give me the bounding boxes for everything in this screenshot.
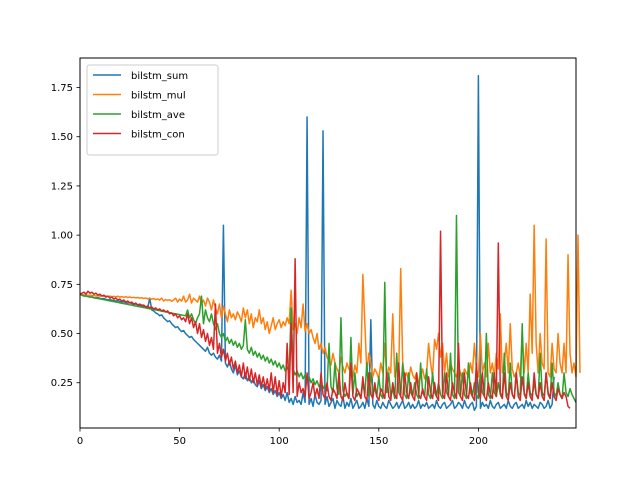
x-tick-label: 100 [270,436,289,447]
x-tick-label: 0 [77,436,83,447]
y-tick-label: 1.50 [51,132,73,143]
y-tick-label: 0.25 [51,378,73,389]
y-axis: 0.25 0.50 0.75 1.00 1.25 1.50 1.75 [51,83,80,389]
y-tick-label: 1.00 [51,231,73,242]
legend-label-bilstm_mul: bilstm_mul [131,90,186,101]
x-tick-label: 150 [369,436,388,447]
y-tick-label: 0.50 [51,329,73,340]
x-axis: 0 50 100 150 200 [77,428,488,447]
y-tick-label: 1.75 [51,83,73,94]
legend: bilstm_sum bilstm_mul bilstm_ave bilstm_con [86,64,219,156]
series-line-bilstm_con [79,230,571,409]
x-tick-label: 50 [173,436,186,447]
series-line-bilstm_sum [79,74,555,412]
x-tick-label: 200 [469,436,488,447]
y-tick-label: 1.25 [51,181,73,192]
legend-box [86,64,219,156]
legend-label-bilstm_ave: bilstm_ave [131,110,185,121]
legend-label-bilstm_sum: bilstm_sum [131,71,188,82]
y-tick-label: 0.75 [51,280,73,291]
plot-frame [79,57,577,429]
legend-label-bilstm_con: bilstm_con [131,129,185,140]
plot-lines [79,74,581,412]
